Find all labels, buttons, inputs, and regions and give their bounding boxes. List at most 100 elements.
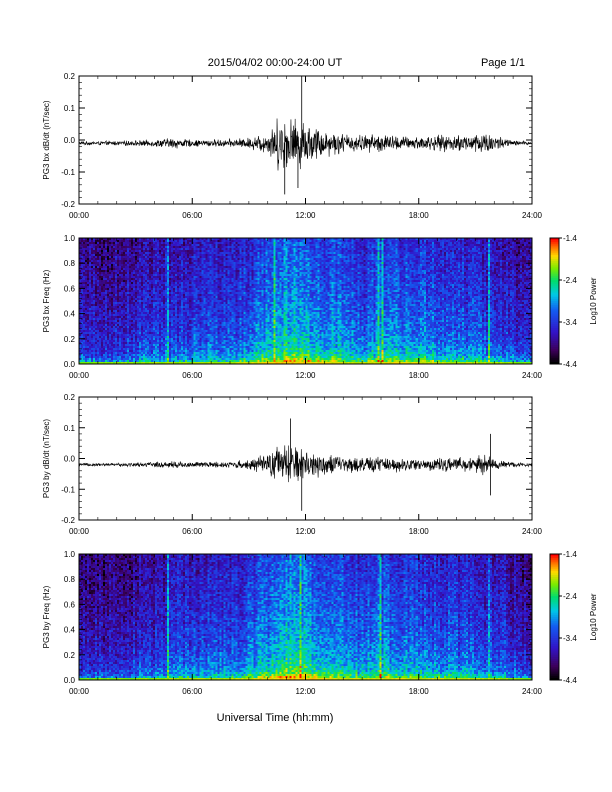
spectrogram-cell: [175, 316, 178, 319]
spectrogram-cell: [173, 356, 176, 359]
spectrogram-cell: [119, 360, 122, 363]
spectrogram-cell: [229, 288, 232, 291]
spectrogram-cell: [227, 298, 230, 301]
spectrogram-cell: [209, 360, 212, 363]
spectrogram-cell: [137, 346, 140, 349]
spectrogram-cell: [93, 316, 96, 319]
spectrogram-cell: [129, 342, 132, 345]
spectrogram-cell: [139, 356, 142, 359]
spectrogram-cell: [119, 332, 122, 335]
spectrogram-cell: [145, 268, 148, 271]
spectrogram-cell: [107, 290, 110, 293]
spectrogram-cell: [107, 250, 110, 253]
spectrogram-cell: [145, 348, 148, 351]
spectrogram-cell: [171, 250, 174, 253]
spectrogram-cell: [147, 332, 150, 335]
spectrogram-cell: [119, 288, 122, 291]
spectrogram-cell: [231, 252, 234, 255]
spectrogram-cell: [129, 314, 132, 317]
spectrogram-cell: [109, 360, 112, 363]
spectrogram-cell: [125, 276, 128, 279]
spectrogram-cell: [217, 320, 220, 323]
spectrogram-cell: [187, 334, 190, 337]
spectrogram-cell: [97, 256, 100, 259]
spectrogram-cell: [107, 360, 110, 363]
spectrogram-cell: [127, 278, 130, 281]
spectrogram-cell: [115, 264, 118, 267]
spectrogram-cell: [213, 348, 216, 351]
spectrogram-cell: [95, 356, 98, 359]
spectrogram-cell: [219, 248, 222, 251]
spectrogram-cell: [165, 346, 168, 349]
spectrogram-cell: [187, 254, 190, 257]
spectrogram-cell: [183, 302, 186, 305]
spectrogram-cell: [79, 334, 82, 337]
spectrogram-cell: [193, 358, 196, 361]
spectrogram-cell: [229, 338, 232, 341]
spectrogram-cell: [171, 342, 174, 345]
spectrogram-cell: [101, 274, 104, 277]
spectrogram-cell: [155, 282, 158, 285]
spectrogram-cell: [109, 362, 112, 365]
spectrogram-cell: [155, 360, 158, 363]
spectrogram-cell: [95, 312, 98, 315]
spectrogram-cell: [123, 250, 126, 253]
spectrogram-cell: [187, 332, 190, 335]
spectrogram-cell: [129, 240, 132, 243]
spectrogram-cell: [127, 284, 130, 287]
spectrogram-cell: [85, 354, 88, 357]
spectrogram-cell: [175, 294, 178, 297]
spectrogram-cell: [153, 326, 156, 329]
spectrogram-cell: [217, 268, 220, 271]
spectrogram-cell: [167, 242, 170, 245]
spectrogram-cell: [215, 244, 218, 247]
spectrogram-cell: [211, 336, 214, 339]
spectrogram-cell: [103, 330, 106, 333]
spectrogram-cell: [155, 344, 158, 347]
spectrogram-cell: [79, 336, 82, 339]
spectrogram-cell: [181, 324, 184, 327]
spectrogram-cell: [175, 342, 178, 345]
spectrogram-cell: [203, 336, 206, 339]
spectrogram-cell: [87, 356, 90, 359]
spectrogram-cell: [183, 336, 186, 339]
spectrogram-cell: [181, 286, 184, 289]
spectrogram-cell: [151, 260, 154, 263]
spectrogram-cell: [183, 286, 186, 289]
spectrogram-cell: [159, 358, 162, 361]
spectrogram-cell: [189, 326, 192, 329]
spectrogram-cell: [199, 248, 202, 251]
spectrogram-cell: [103, 288, 106, 291]
spectrogram-cell: [205, 362, 208, 365]
spectrogram-cell: [225, 256, 228, 259]
spectrogram-cell: [157, 280, 160, 283]
spectrogram-cell: [213, 362, 216, 365]
spectrogram-cell: [103, 254, 106, 257]
spectrogram-cell: [209, 280, 212, 283]
spectrogram-cell: [165, 310, 168, 313]
spectrogram-cell: [209, 344, 212, 347]
spectrogram-cell: [185, 258, 188, 261]
spectrogram-cell: [97, 274, 100, 277]
spectrogram-cell: [149, 258, 152, 261]
spectrogram-cell: [159, 242, 162, 245]
spectrogram-cell: [123, 308, 126, 311]
spectrogram-cell: [213, 274, 216, 277]
spectrogram-cell: [223, 242, 226, 245]
spectrogram-cell: [151, 302, 154, 305]
spectrogram-cell: [101, 356, 104, 359]
spectrogram-cell: [191, 248, 194, 251]
spectrogram-cell: [221, 292, 224, 295]
spectrogram-cell: [139, 314, 142, 317]
spectrogram-cell: [165, 332, 168, 335]
spectrogram-cell: [197, 278, 200, 281]
spectrogram-cell: [83, 268, 86, 271]
spectrogram-cell: [149, 328, 152, 331]
spectrogram-cell: [151, 252, 154, 255]
spectrogram-cell: [105, 266, 108, 269]
spectrogram-cell: [93, 346, 96, 349]
spectrogram-cell: [203, 238, 206, 241]
spectrogram-cell: [227, 324, 230, 327]
spectrogram-cell: [115, 276, 118, 279]
spectrogram-cell: [175, 314, 178, 317]
